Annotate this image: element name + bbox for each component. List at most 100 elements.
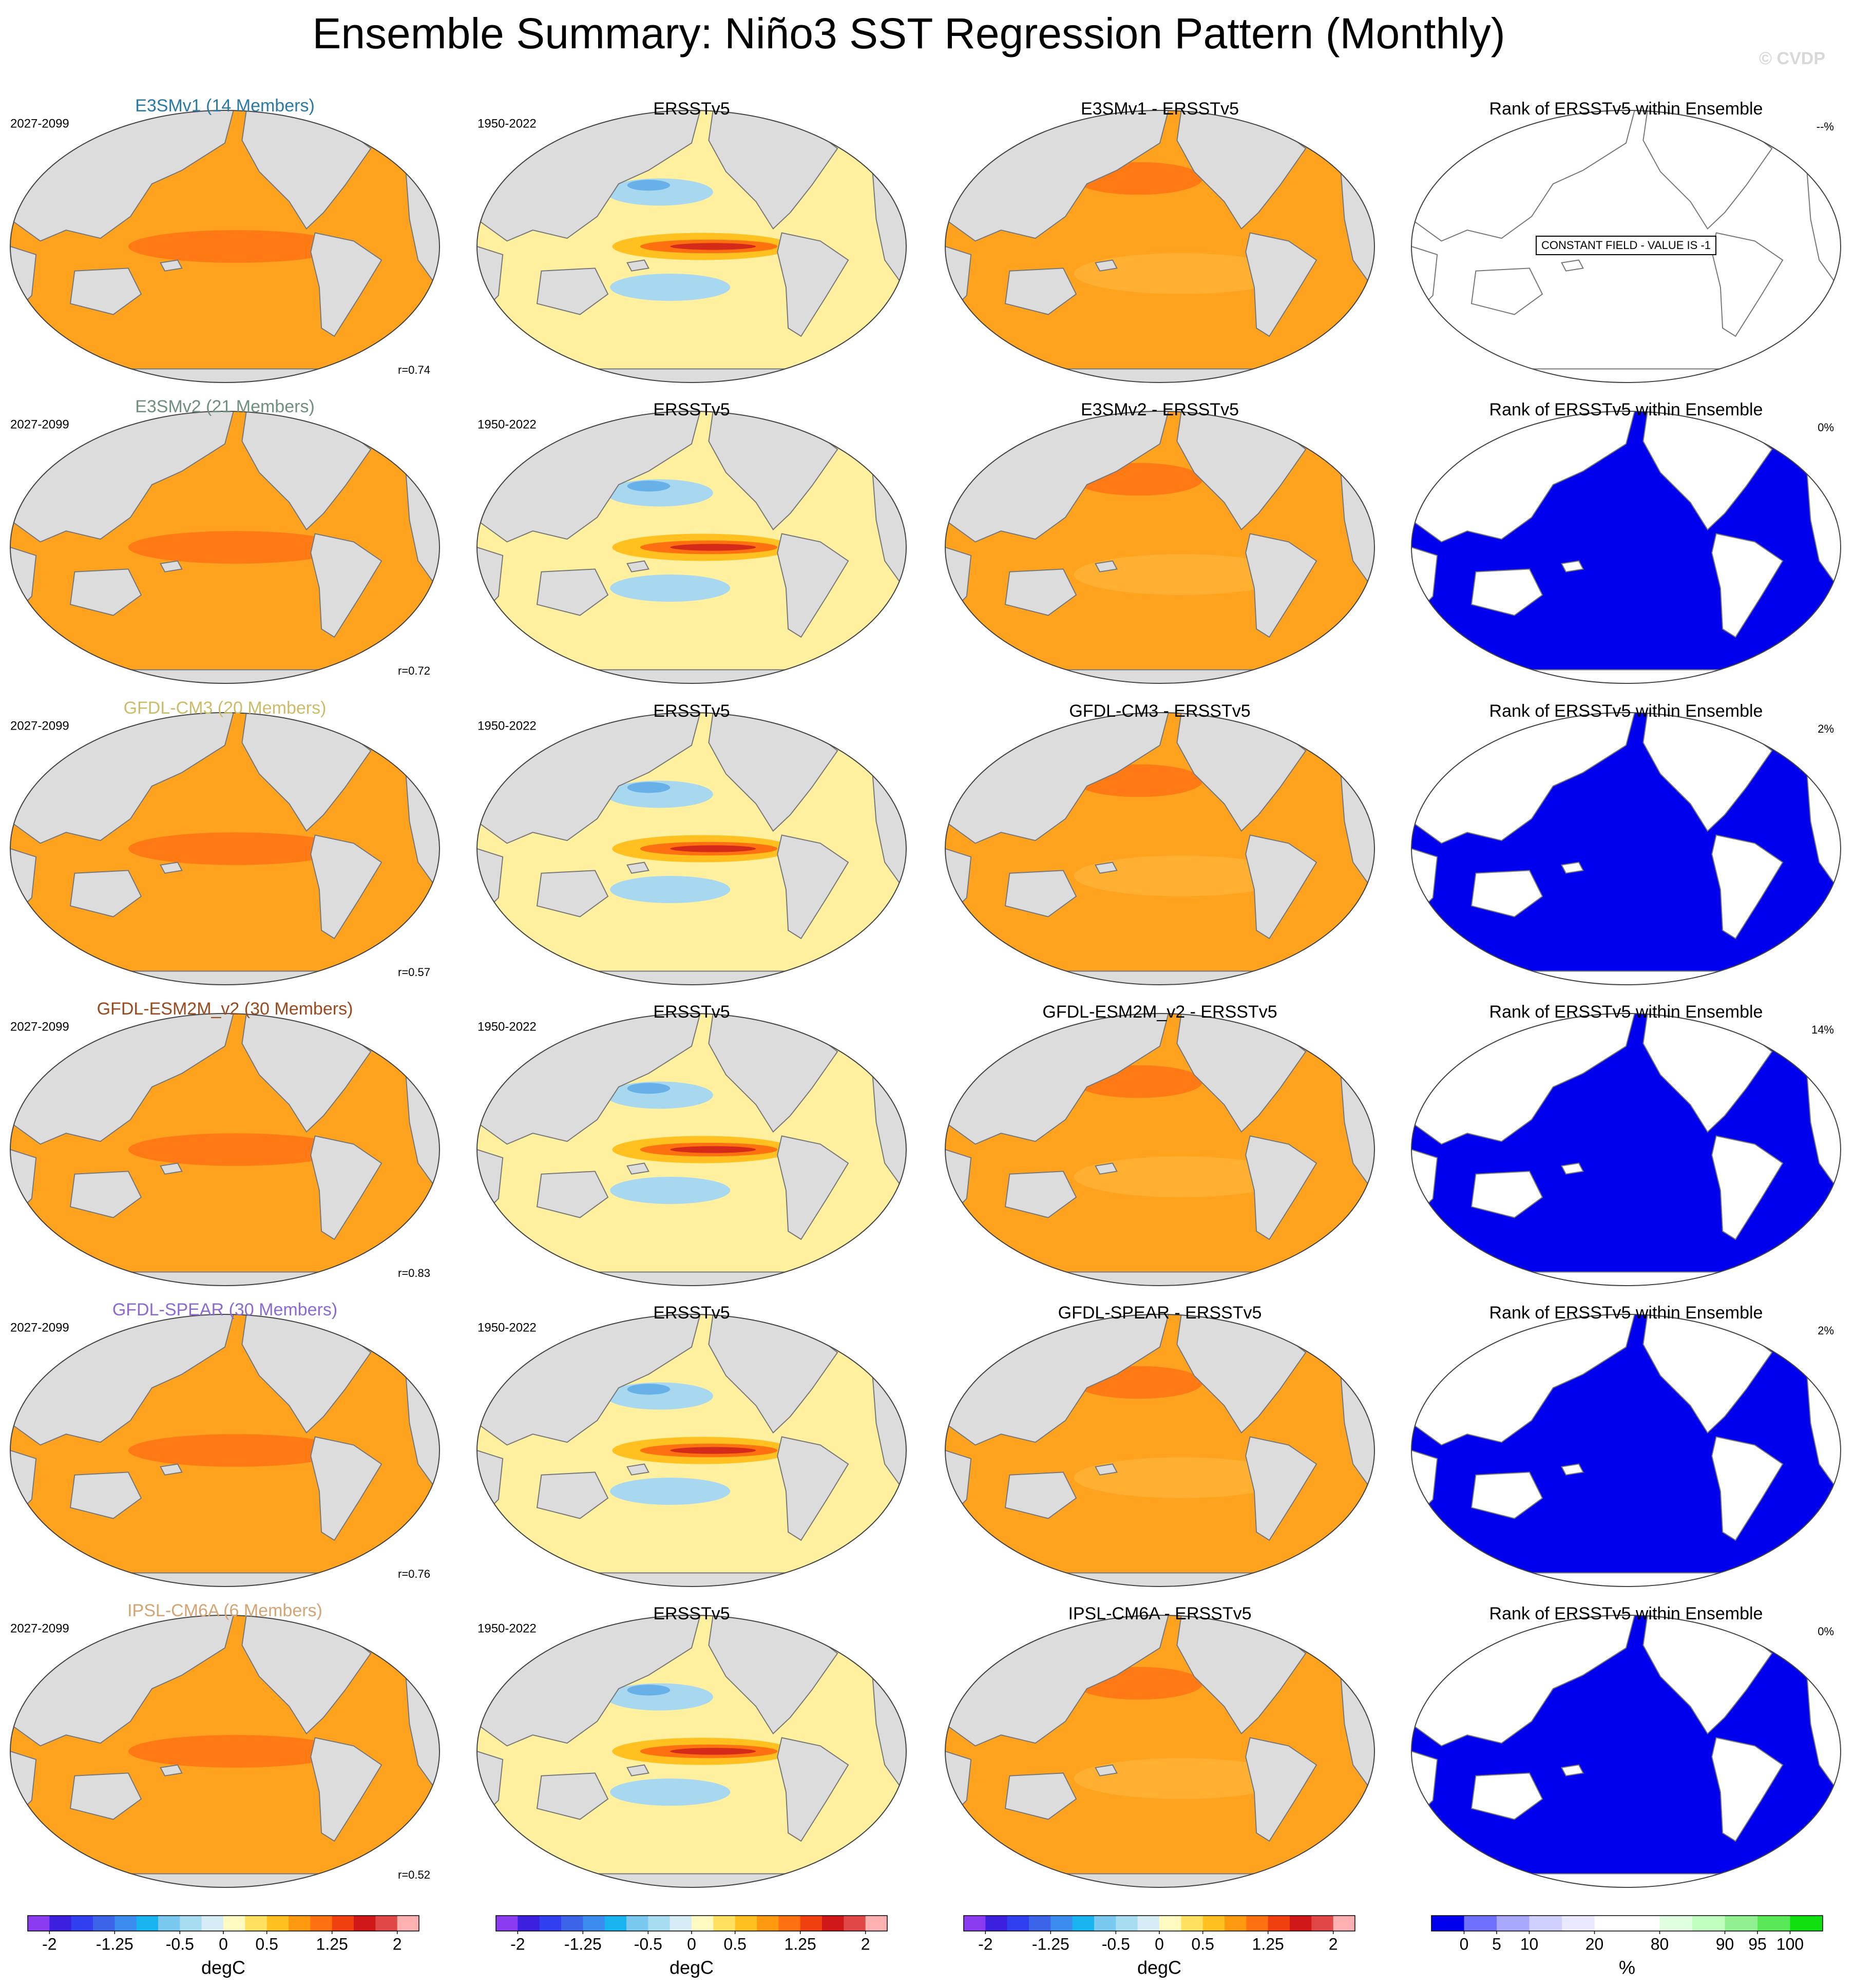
sst-feature	[627, 1083, 671, 1094]
panel-title: IPSL-CM6A - ERSSTv5	[1068, 1604, 1251, 1623]
land	[945, 368, 1374, 383]
note-box	[1536, 236, 1716, 255]
period-label: 2027-2099	[10, 117, 69, 130]
land	[1004, 1171, 1077, 1218]
panel-title: GFDL-CM3 (20 Members)	[124, 698, 327, 718]
map	[477, 110, 906, 383]
sst-feature	[670, 243, 756, 250]
sst-feature	[610, 1177, 731, 1204]
percent-label: 14%	[1811, 1023, 1834, 1036]
colorbar-label: 80	[1651, 1935, 1669, 1953]
land	[1411, 1271, 1841, 1286]
colorbar-box	[354, 1916, 376, 1931]
sst-feature	[610, 1478, 731, 1505]
map	[477, 1615, 906, 1887]
sst-feature	[1074, 1758, 1289, 1799]
land	[945, 970, 1374, 985]
map	[1411, 1615, 1841, 1887]
land	[536, 267, 609, 315]
period-label: 2027-2099	[10, 1321, 69, 1334]
land	[1245, 1436, 1317, 1541]
colorbar-box	[1202, 1916, 1225, 1931]
land	[945, 1873, 1374, 1887]
land	[310, 1436, 383, 1541]
land	[1711, 232, 1784, 337]
panel-title: ERSSTv5	[653, 701, 730, 721]
land	[69, 568, 142, 616]
land	[1470, 1171, 1543, 1218]
land	[626, 1463, 649, 1476]
colorbar-box	[539, 1916, 562, 1931]
map-outline	[476, 411, 907, 684]
period-label: 2027-2099	[10, 1621, 69, 1635]
colorbar-box	[114, 1916, 137, 1931]
colorbar-box	[289, 1916, 311, 1931]
colorbar-box	[1137, 1916, 1160, 1931]
colorbar-label: 10	[1520, 1935, 1539, 1953]
colorbar-label: 1.25	[1252, 1935, 1284, 1953]
map	[1411, 411, 1841, 683]
land	[1470, 1772, 1543, 1820]
colorbar-box	[1116, 1916, 1138, 1931]
land	[1004, 1471, 1077, 1519]
sst-feature	[1074, 554, 1289, 595]
land	[69, 1171, 142, 1218]
land	[626, 1764, 649, 1776]
colorbar-box	[375, 1916, 398, 1931]
sst-feature	[627, 180, 671, 191]
colorbar-box	[1464, 1916, 1497, 1931]
colorbar-box	[1333, 1916, 1355, 1931]
land	[626, 1162, 649, 1175]
colorbar-box	[332, 1916, 354, 1931]
land	[160, 259, 183, 272]
colorbar-label: -0.5	[166, 1935, 194, 1953]
period-label: 2027-2099	[10, 1020, 69, 1034]
land	[160, 862, 183, 874]
percent-label: 2%	[1818, 722, 1834, 735]
pattern-correlation: r=0.57	[398, 966, 430, 979]
sst-feature	[610, 1779, 731, 1806]
colorbar-frame	[1431, 1915, 1823, 1932]
land	[477, 669, 906, 683]
colorbar-label: 1.25	[316, 1935, 348, 1953]
colorbar-label: 0.5	[255, 1935, 278, 1953]
colorbar-label: -0.5	[634, 1935, 662, 1953]
colorbar-box	[49, 1916, 72, 1931]
map-outline	[10, 712, 440, 985]
map	[945, 1014, 1374, 1286]
sst-feature	[670, 544, 756, 551]
panel-title: Rank of ERSSTv5 within Ensemble	[1489, 1604, 1763, 1623]
colorbar-box	[1029, 1916, 1051, 1931]
colorbar-box	[1159, 1916, 1181, 1931]
land	[626, 862, 649, 874]
land	[69, 1772, 142, 1820]
map	[477, 713, 906, 985]
map-outline	[1411, 411, 1841, 684]
colorbar-label: 2	[1329, 1935, 1338, 1953]
colorbar-box	[1790, 1916, 1823, 1931]
land	[1095, 1463, 1118, 1476]
land	[1711, 1135, 1784, 1240]
colorbar-box	[223, 1916, 245, 1931]
land	[310, 1737, 383, 1842]
colorbar-box	[1594, 1916, 1628, 1931]
colorbar-unit: degC	[1137, 1957, 1181, 1978]
map	[945, 110, 1374, 383]
sst-feature	[670, 1447, 756, 1454]
land	[1004, 568, 1077, 616]
colorbar-box	[865, 1916, 888, 1931]
map	[945, 411, 1374, 683]
pattern-correlation: r=0.74	[398, 364, 430, 376]
colorbar-box	[692, 1916, 714, 1931]
sst-feature	[128, 531, 343, 564]
colorbar-box	[93, 1916, 115, 1931]
land	[626, 259, 649, 272]
land	[10, 1271, 439, 1286]
map-outline	[476, 1013, 907, 1286]
land	[777, 1135, 849, 1240]
panel-title: Rank of ERSSTv5 within Ensemble	[1489, 1303, 1763, 1323]
colorbar-box	[310, 1916, 333, 1931]
panel-title: Rank of ERSSTv5 within Ensemble	[1489, 1002, 1763, 1022]
pattern-correlation: r=0.72	[398, 664, 430, 677]
land	[1095, 1764, 1118, 1776]
